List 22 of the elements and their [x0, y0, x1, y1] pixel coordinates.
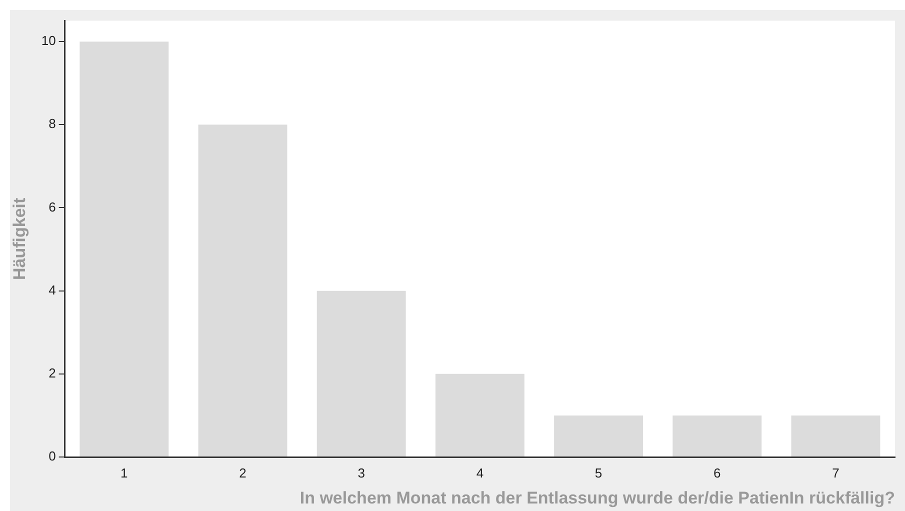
bar — [791, 415, 880, 456]
x-tick-label: 4 — [476, 465, 484, 480]
bar — [80, 42, 169, 456]
bar — [435, 374, 524, 456]
x-axis-title: In welchem Monat nach der Entlassung wurde der/die PatienIn rückfällig? — [300, 488, 895, 508]
x-tick-label: 6 — [713, 465, 721, 480]
y-tick-label: 10 — [41, 33, 56, 48]
x-tick-label: 2 — [239, 465, 246, 480]
x-tick-label: 1 — [120, 465, 128, 480]
bar — [554, 415, 643, 456]
y-tick-label: 8 — [48, 116, 56, 132]
bar — [198, 124, 288, 456]
x-tick-label: 7 — [832, 465, 840, 480]
bar — [672, 415, 762, 456]
y-tick-label: 0 — [48, 448, 56, 464]
y-axis-title: Häufigkeit — [10, 197, 29, 280]
y-tick-label: 2 — [48, 365, 56, 380]
x-tick-label: 5 — [594, 465, 602, 480]
y-tick-label: 6 — [48, 199, 56, 214]
bar — [316, 290, 406, 456]
x-tick-label: 3 — [358, 465, 365, 480]
y-tick-label: 4 — [48, 282, 56, 298]
